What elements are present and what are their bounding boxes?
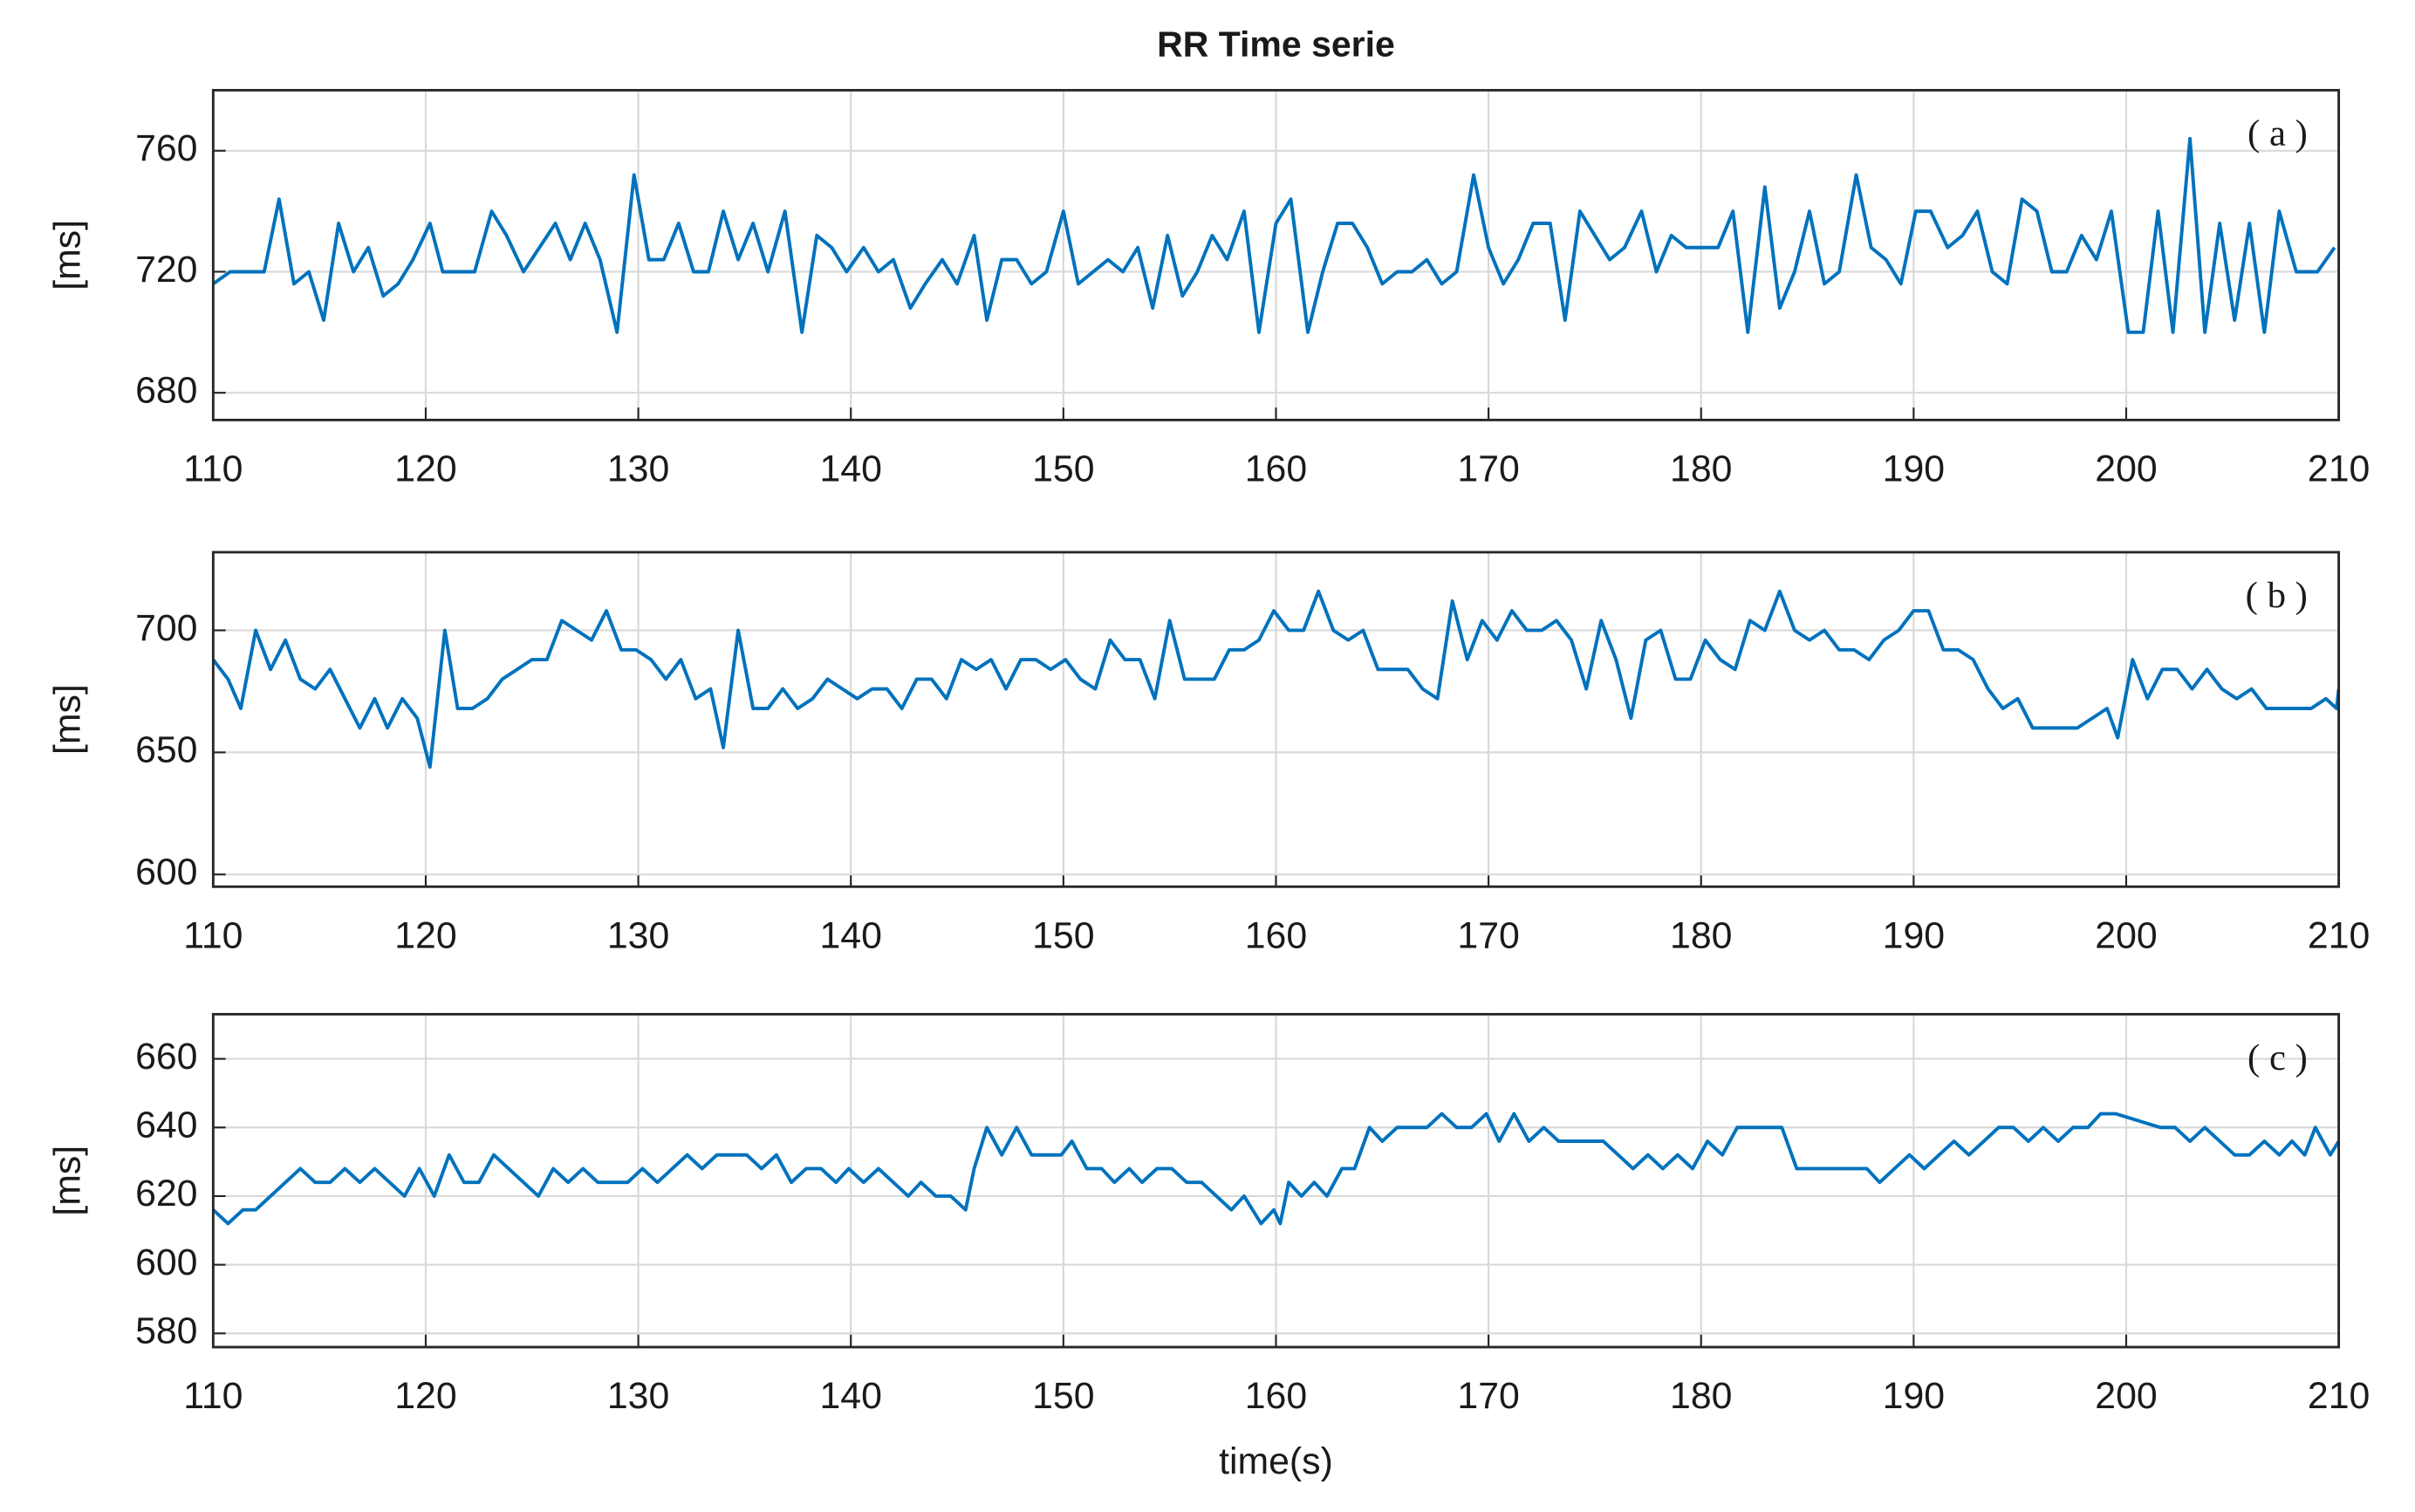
- x-tick-label: 140: [820, 914, 882, 956]
- panel: 110 120 130 140 150 160 170 180 190 200 210 580 600 6…: [47, 1013, 2370, 1482]
- x-tick-label: 150: [1032, 1375, 1094, 1417]
- x-tick-label: 200: [2095, 914, 2157, 956]
- x-tick-label: 110: [183, 914, 243, 956]
- y-tick-label: 600: [135, 852, 197, 893]
- x-tick-label: 190: [1883, 914, 1945, 956]
- x-tick-label: 180: [1670, 448, 1732, 490]
- x-tick-label: 190: [1883, 448, 1945, 490]
- panel: 110 120 130 140 150 160 170 180 190 200 210 600 650 7…: [47, 551, 2370, 956]
- x-tick-label: 180: [1670, 1375, 1732, 1417]
- x-tick-label: 150: [1032, 448, 1094, 490]
- y-tick-label: 600: [135, 1242, 197, 1283]
- chart-title: RR Time serie: [1157, 24, 1395, 64]
- x-tick-label: 150: [1032, 914, 1094, 956]
- y-tick-label: 660: [135, 1036, 197, 1078]
- x-tick-label: 120: [394, 448, 456, 490]
- x-tick-label: 140: [820, 448, 882, 490]
- plot-frame: [211, 1013, 2341, 1349]
- x-tick-label: 120: [394, 1375, 456, 1417]
- y-axis-label: [ms]: [47, 1146, 89, 1216]
- data-line: [213, 136, 2336, 334]
- x-tick-label: 140: [820, 1375, 882, 1417]
- data-line: [213, 1112, 2339, 1226]
- y-axis-label: [ms]: [47, 684, 89, 755]
- y-tick-label: 640: [135, 1105, 197, 1146]
- panel-label: ( b ): [2246, 575, 2308, 616]
- data-line: [213, 589, 2339, 770]
- y-tick-label: 700: [135, 607, 197, 649]
- x-tick-label: 160: [1245, 1375, 1307, 1417]
- x-tick-label: 180: [1670, 914, 1732, 956]
- y-tick-label: 680: [135, 369, 197, 411]
- x-tick-label: 210: [2308, 448, 2370, 490]
- plot-frame: [211, 88, 2341, 421]
- y-tick-label: 760: [135, 127, 197, 169]
- x-tick-label: 190: [1883, 1375, 1945, 1417]
- y-tick-label: 720: [135, 249, 197, 291]
- x-tick-label: 170: [1457, 914, 1519, 956]
- y-tick-label: 650: [135, 729, 197, 771]
- x-tick-label: 120: [394, 914, 456, 956]
- x-tick-label: 210: [2308, 1375, 2370, 1417]
- x-tick-label: 130: [607, 1375, 669, 1417]
- x-tick-label: 170: [1457, 448, 1519, 490]
- y-tick-label: 580: [135, 1310, 197, 1352]
- x-tick-label: 170: [1457, 1375, 1519, 1417]
- x-tick-label: 110: [183, 1375, 243, 1417]
- y-axis-label: [ms]: [47, 220, 89, 291]
- x-tick-label: 110: [183, 448, 243, 490]
- x-tick-label: 210: [2308, 914, 2370, 956]
- y-tick-label: 620: [135, 1173, 197, 1214]
- x-tick-label: 200: [2095, 448, 2157, 490]
- x-tick-label: 130: [607, 448, 669, 490]
- x-tick-label: 160: [1245, 914, 1307, 956]
- panel-label: ( c ): [2247, 1037, 2308, 1078]
- x-tick-label: 130: [607, 914, 669, 956]
- x-tick-label: 200: [2095, 1375, 2157, 1417]
- x-axis-label: time(s): [1219, 1440, 1333, 1482]
- panel: 110 120 130 140 150 160 170 180 190 200 210 680 720 7…: [47, 24, 2371, 489]
- plot-frame: [211, 551, 2341, 888]
- panel-label: ( a ): [2247, 113, 2308, 154]
- x-tick-label: 160: [1245, 448, 1307, 490]
